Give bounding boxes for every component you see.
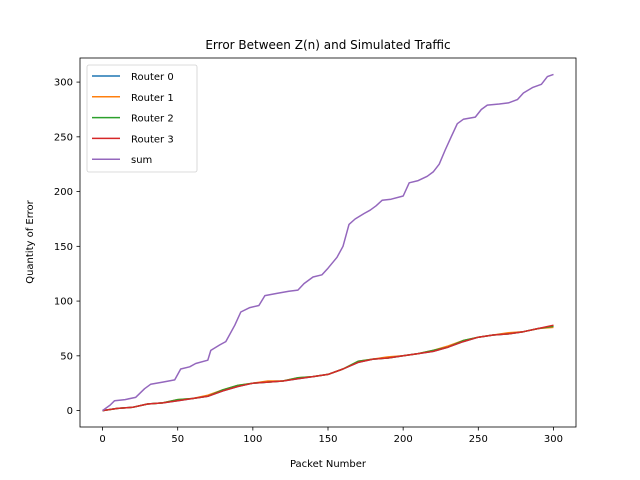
legend-label: Router 1 — [131, 93, 174, 104]
series-line-router-2 — [102, 325, 554, 412]
series-line-router-1 — [102, 326, 554, 412]
y-tick-label: 100 — [54, 297, 73, 308]
y-tick-label: 150 — [54, 242, 73, 253]
x-axis-label: Packet Number — [290, 459, 367, 470]
series-line-router-3 — [102, 324, 554, 412]
x-tick-label: 100 — [243, 434, 262, 445]
x-tick-label: 200 — [394, 434, 413, 445]
legend-box — [86, 64, 198, 173]
y-tick-label: 50 — [60, 351, 73, 362]
legend-label: Router 2 — [131, 114, 174, 125]
series-line-router-0 — [102, 325, 554, 412]
x-tick-label: 250 — [469, 434, 488, 445]
series-lines — [102, 73, 554, 412]
legend: Router 0 Router 1 Router 2 Router 3 sum — [86, 64, 198, 173]
x-axis: 0 50 100 150 200 250 300 — [99, 427, 563, 445]
legend-label: Router 0 — [131, 72, 174, 83]
legend-label: sum — [131, 155, 152, 166]
chart-title: Error Between Z(n) and Simulated Traffic — [205, 38, 450, 52]
y-tick-label: 250 — [54, 132, 73, 143]
x-tick-label: 150 — [318, 434, 337, 445]
x-tick-label: 50 — [171, 434, 184, 445]
series-line-sum — [102, 73, 554, 412]
y-axis-label: Quantity of Error — [25, 199, 36, 283]
y-axis: 0 50 100 150 200 250 300 — [54, 78, 80, 417]
y-tick-label: 0 — [67, 406, 73, 417]
x-tick-label: 300 — [544, 434, 563, 445]
y-tick-label: 200 — [54, 187, 73, 198]
x-tick-label: 0 — [99, 434, 105, 445]
y-tick-label: 300 — [54, 78, 73, 89]
legend-label: Router 3 — [131, 134, 174, 145]
